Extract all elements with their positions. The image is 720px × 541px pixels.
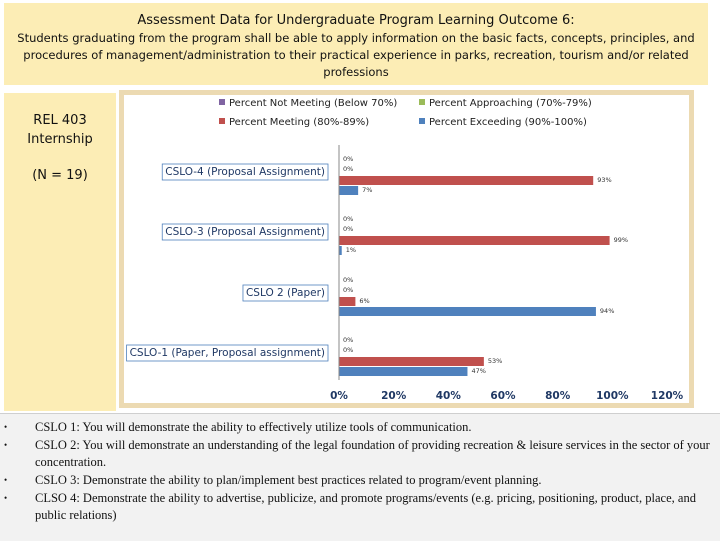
chart-panel: Percent Not Meeting (Below 70%) Percent A…	[119, 90, 694, 408]
data-label: 0%	[343, 276, 353, 284]
bar	[339, 176, 594, 185]
category-label: CSLO 2 (Paper)	[246, 287, 325, 299]
legend-label: Percent Approaching (70%-79%)	[429, 98, 592, 109]
x-tick-label: 0%	[330, 390, 348, 402]
legend-label: Percent Not Meeting (Below 70%)	[229, 98, 397, 109]
data-label: 47%	[471, 367, 485, 375]
course-panel: REL 403 Internship (N = 19)	[4, 93, 116, 411]
category-label-box	[161, 223, 329, 241]
outcome-description: Students graduating from the program sha…	[17, 31, 695, 79]
data-label: 0%	[343, 155, 353, 163]
data-label: 7%	[362, 186, 372, 194]
category-label-box	[242, 284, 329, 302]
x-tick-label: 60%	[490, 390, 516, 402]
data-label: 0%	[343, 215, 353, 223]
note-text: CSLO 2: You will demonstrate an understa…	[35, 438, 710, 469]
data-label: 53%	[488, 357, 502, 365]
bar	[339, 297, 356, 306]
legend-label: Percent Meeting (80%-89%)	[229, 117, 369, 128]
data-label: 0%	[343, 225, 353, 233]
data-label: 99%	[614, 236, 628, 244]
x-tick-label: 80%	[545, 390, 571, 402]
plot-background	[124, 95, 689, 403]
bullet-icon: •	[4, 493, 8, 503]
category-label-box	[161, 163, 329, 181]
bullet-icon: •	[4, 422, 8, 432]
legend-swatch	[419, 118, 425, 124]
bar	[339, 246, 342, 255]
legend-label: Percent Exceeding (90%-100%)	[429, 117, 587, 128]
note-text: CLSO 4: Demonstrate the ability to adver…	[35, 491, 696, 522]
legend-swatch	[419, 99, 425, 105]
x-tick-label: 40%	[436, 390, 462, 402]
note-item: • CLSO 4: Demonstrate the ability to adve…	[0, 490, 710, 524]
course-name: Internship	[27, 132, 93, 147]
bar	[339, 367, 468, 376]
data-label: 0%	[343, 165, 353, 173]
sample-size-label: (N = 19)	[32, 168, 88, 183]
slide-title: Assessment Data for Undergraduate Progra…	[137, 13, 575, 28]
x-tick-label: 120%	[651, 390, 684, 402]
note-text: CSLO 1: You will demonstrate the ability…	[35, 420, 472, 434]
data-label: 0%	[343, 346, 353, 354]
bar	[339, 186, 359, 195]
bar	[339, 307, 596, 316]
category-label-box	[126, 344, 329, 362]
bar-chart: Percent Not Meeting (Below 70%) Percent A…	[124, 95, 689, 403]
course-label: REL 403 Internship	[4, 111, 116, 149]
data-label: 1%	[346, 246, 356, 254]
category-label: CSLO-1 (Paper, Proposal assignment)	[130, 347, 325, 359]
note-item: • CSLO 3: Demonstrate the ability to plan…	[0, 472, 710, 489]
x-tick-label: 100%	[596, 390, 629, 402]
bar	[339, 236, 610, 245]
category-label: CSLO-4 (Proposal Assignment)	[165, 166, 325, 178]
legend-swatch	[219, 118, 225, 124]
legend-swatch	[219, 99, 225, 105]
data-label: 94%	[600, 307, 614, 315]
data-label: 0%	[343, 336, 353, 344]
title-banner: Assessment Data for Undergraduate Progra…	[4, 3, 708, 85]
note-text: CSLO 3: Demonstrate the ability to plan/…	[35, 473, 542, 487]
course-code: REL 403	[33, 113, 87, 128]
notes-panel: • CSLO 1: You will demonstrate the abilit…	[0, 413, 720, 541]
data-label: 6%	[359, 297, 369, 305]
x-tick-label: 20%	[381, 390, 407, 402]
bullet-icon: •	[4, 440, 8, 450]
data-label: 0%	[343, 286, 353, 294]
bullet-icon: •	[4, 475, 8, 485]
category-label: CSLO-3 (Proposal Assignment)	[165, 226, 325, 238]
note-item: • CSLO 2: You will demonstrate an underst…	[0, 437, 710, 471]
note-item: • CSLO 1: You will demonstrate the abilit…	[0, 419, 710, 436]
bar	[339, 357, 484, 366]
data-label: 93%	[597, 176, 611, 184]
